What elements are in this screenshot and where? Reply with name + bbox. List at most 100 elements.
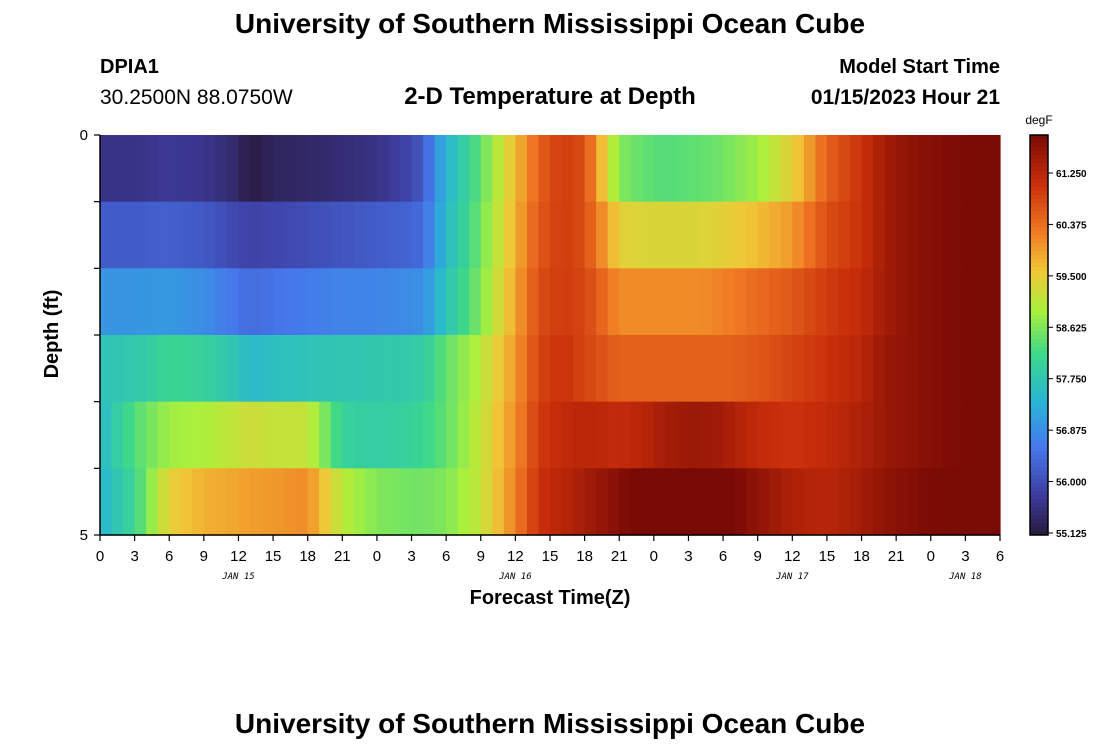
heatmap-cell — [261, 335, 274, 403]
heatmap-cell — [619, 201, 632, 269]
x-tick-label: 21 — [888, 548, 905, 565]
heatmap-cell — [169, 401, 182, 469]
heatmap-cell — [919, 468, 932, 536]
heatmap-cell — [307, 401, 320, 469]
heatmap-cell — [769, 201, 782, 269]
x-tick-label: 12 — [230, 548, 247, 565]
heatmap-cell — [942, 268, 955, 336]
heatmap-cell — [757, 335, 770, 403]
heatmap-cell — [203, 268, 216, 336]
colorbar-segment — [1030, 363, 1048, 368]
heatmap-cell — [457, 135, 470, 203]
heatmap-cell — [423, 335, 436, 403]
heatmap-cell — [723, 468, 736, 536]
heatmap-cell — [988, 335, 1001, 403]
heatmap-cell — [642, 135, 655, 203]
heatmap-cell — [653, 401, 666, 469]
heatmap-cell — [850, 135, 863, 203]
colorbar-segment — [1030, 419, 1048, 424]
model-start-label: Model Start Time — [839, 56, 1000, 78]
heatmap-cell — [907, 201, 920, 269]
heatmap-cell — [446, 401, 459, 469]
heatmap-cell — [803, 201, 816, 269]
colorbar-segment — [1030, 223, 1048, 228]
heatmap-cell — [238, 268, 251, 336]
heatmap-cell — [988, 135, 1001, 203]
heatmap-cell — [238, 335, 251, 403]
heatmap-cell — [250, 335, 263, 403]
colorbar-segment — [1030, 211, 1048, 216]
heatmap-cell — [573, 201, 586, 269]
heatmap-cell — [423, 201, 436, 269]
heatmap-cell — [503, 268, 516, 336]
heatmap-cell — [376, 135, 390, 203]
heatmap-cell — [688, 335, 701, 403]
heatmap-cell — [792, 401, 805, 469]
colorbar-segment — [1030, 323, 1048, 328]
heatmap-cell — [238, 201, 251, 269]
heatmap-cell — [169, 335, 182, 403]
heatmap-cell — [376, 335, 390, 403]
heatmap-cell — [607, 468, 620, 536]
heatmap-cell — [100, 468, 113, 536]
colorbar-segment — [1030, 407, 1048, 412]
x-tick-label: 21 — [334, 548, 351, 565]
heatmap-cell — [734, 468, 747, 536]
colorbar-segment — [1030, 515, 1048, 520]
heatmap-cell — [134, 401, 147, 469]
heatmap-cell — [250, 401, 263, 469]
heatmap-cell — [607, 401, 620, 469]
heatmap-cell — [780, 401, 793, 469]
heatmap-cell — [907, 135, 920, 203]
colorbar-segment — [1030, 283, 1048, 288]
heatmap-cell — [342, 468, 355, 536]
heatmap-cell — [353, 401, 366, 469]
y-tick-label: 0 — [80, 127, 88, 144]
heatmap-cell — [584, 401, 597, 469]
heatmap-cell — [607, 201, 620, 269]
heatmap-cell — [284, 135, 297, 203]
heatmap-cell — [792, 268, 805, 336]
heatmap-cell — [192, 468, 205, 536]
colorbar-segment — [1030, 247, 1048, 252]
heatmap-cell — [330, 468, 343, 536]
heatmap-cell — [250, 268, 263, 336]
heatmap-cell — [815, 335, 828, 403]
colorbar-label: 57.750 — [1056, 375, 1087, 386]
heatmap-cell — [953, 201, 966, 269]
heatmap-cell — [884, 135, 897, 203]
heatmap-cell — [815, 401, 828, 469]
heatmap-cell — [273, 401, 286, 469]
heatmap-cell — [919, 335, 932, 403]
heatmap-cell — [192, 135, 205, 203]
heatmap-cell — [642, 335, 655, 403]
heatmap-cell — [457, 401, 470, 469]
heatmap-cell — [700, 468, 713, 536]
heatmap-cell — [988, 201, 1001, 269]
heatmap-cell — [561, 201, 574, 269]
x-tick-label: 15 — [542, 548, 559, 565]
heatmap-cell — [400, 335, 413, 403]
heatmap-cell — [930, 335, 943, 403]
heatmap-cell — [746, 468, 759, 536]
heatmap-cell — [550, 135, 563, 203]
heatmap-cell — [873, 201, 886, 269]
heatmap-cell — [873, 335, 886, 403]
heatmap-cell — [480, 401, 493, 469]
heatmap-cell — [123, 135, 136, 203]
colorbar-segment — [1030, 495, 1048, 500]
heatmap-cell — [676, 335, 690, 403]
heatmap-cell — [792, 201, 805, 269]
x-tick-label: 6 — [442, 548, 450, 565]
colorbar-segment — [1030, 307, 1048, 312]
heatmap-cell — [261, 135, 274, 203]
heatmap-cell — [411, 401, 424, 469]
colorbar-segment — [1030, 343, 1048, 348]
heatmap-cells — [100, 135, 1001, 536]
colorbar-segment — [1030, 487, 1048, 492]
heatmap-cell — [884, 335, 897, 403]
heatmap-cell — [665, 335, 678, 403]
heatmap-cell — [388, 135, 401, 203]
heatmap-cell — [930, 268, 943, 336]
heatmap-cell — [630, 135, 643, 203]
